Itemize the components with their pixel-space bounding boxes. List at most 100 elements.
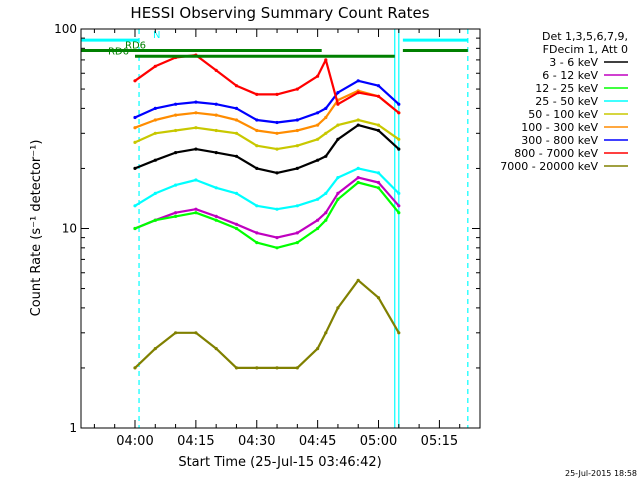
data-point xyxy=(133,140,137,144)
data-point xyxy=(214,151,218,155)
data-point xyxy=(336,306,340,310)
data-point xyxy=(255,231,259,235)
legend-entry-label: 7000 - 20000 keV xyxy=(500,160,598,173)
x-tick-label: 05:15 xyxy=(421,434,458,449)
data-point xyxy=(153,106,157,110)
data-point xyxy=(234,366,239,370)
data-point xyxy=(153,64,157,68)
data-point xyxy=(356,180,360,185)
data-point xyxy=(336,137,340,141)
data-point xyxy=(214,68,218,72)
data-point xyxy=(255,366,259,370)
y-tick-label: 100 xyxy=(54,22,77,36)
y-axis: 1 10 100 xyxy=(54,22,480,435)
x-axis: 04:00 04:15 04:30 04:45 05:00 05:15 xyxy=(93,29,481,449)
legend-header: FDecim 1, Att 0 xyxy=(543,43,628,56)
data-point xyxy=(295,204,299,208)
data-point xyxy=(397,102,401,106)
data-point xyxy=(214,218,218,222)
data-point xyxy=(174,331,178,335)
data-point xyxy=(336,191,340,195)
data-point xyxy=(397,204,401,208)
data-point xyxy=(174,113,178,117)
data-point xyxy=(133,366,137,370)
data-point xyxy=(174,151,178,155)
data-point xyxy=(255,128,259,133)
data-point xyxy=(133,204,137,208)
flag-label: RD6 xyxy=(108,46,129,57)
data-point xyxy=(174,102,178,106)
chart-title: HESSI Observing Summary Count Rates xyxy=(130,4,429,22)
data-point xyxy=(324,58,328,62)
data-point xyxy=(214,214,218,218)
data-point xyxy=(316,111,320,115)
data-point xyxy=(324,115,328,120)
data-point xyxy=(234,131,239,135)
legend: Det 1,3,5,6,7,9,FDecim 1, Att 03 - 6 keV… xyxy=(500,30,628,173)
data-point xyxy=(214,102,218,106)
legend-entry-label: 3 - 6 keV xyxy=(549,56,598,69)
data-point xyxy=(295,87,299,91)
y-tick-label: 10 xyxy=(62,222,77,236)
data-point xyxy=(234,106,239,110)
data-point xyxy=(275,92,279,96)
data-point xyxy=(316,197,320,201)
data-point xyxy=(295,231,299,235)
data-point xyxy=(397,111,401,115)
data-point xyxy=(133,115,137,120)
data-point xyxy=(234,191,239,195)
data-point xyxy=(214,186,218,190)
series-line-8 xyxy=(134,279,400,369)
data-point xyxy=(255,166,259,170)
data-point xyxy=(316,158,320,162)
data-point xyxy=(336,176,340,180)
data-point xyxy=(376,84,381,88)
legend-entry-label: 300 - 800 keV xyxy=(521,134,598,147)
legend-entry-label: 12 - 25 keV xyxy=(535,82,598,95)
data-point xyxy=(234,222,239,226)
data-point xyxy=(324,106,328,110)
data-point xyxy=(255,118,259,122)
flag-label: RD6 xyxy=(125,41,146,52)
data-point xyxy=(194,178,198,182)
series-line-5 xyxy=(134,89,400,135)
data-point xyxy=(295,128,299,133)
data-point xyxy=(397,211,401,215)
y-axis-label: Count Rate (s⁻¹ detector⁻¹) xyxy=(29,140,44,317)
data-point xyxy=(397,331,401,335)
flag-label: N xyxy=(153,30,160,41)
data-point xyxy=(295,118,299,122)
legend-entry-label: 50 - 100 keV xyxy=(528,108,598,121)
data-point xyxy=(275,147,279,151)
data-point xyxy=(295,144,299,148)
x-tick-label: 05:00 xyxy=(360,434,397,449)
data-point xyxy=(153,118,157,122)
data-point xyxy=(194,100,198,104)
data-point xyxy=(376,171,381,175)
y-tick-label: 1 xyxy=(69,421,77,435)
legend-entry-label: 100 - 300 keV xyxy=(521,121,598,134)
data-point xyxy=(133,79,137,83)
data-point xyxy=(214,347,218,351)
data-point xyxy=(324,218,328,222)
data-point xyxy=(275,246,279,250)
data-point xyxy=(356,278,360,282)
data-point xyxy=(316,137,320,141)
footer-timestamp: 25-Jul-2015 18:58 xyxy=(565,469,637,478)
x-tick-label: 04:00 xyxy=(116,434,153,449)
data-point xyxy=(153,347,157,351)
data-point xyxy=(316,218,320,222)
data-point xyxy=(316,123,320,127)
series-line-3 xyxy=(134,167,400,211)
x-tick-label: 04:15 xyxy=(177,434,214,449)
data-point xyxy=(174,214,178,218)
data-point xyxy=(275,366,279,370)
series-line-2 xyxy=(134,181,400,249)
data-point xyxy=(397,147,401,151)
data-point xyxy=(376,128,381,133)
data-point xyxy=(324,131,328,135)
data-point xyxy=(275,131,279,135)
data-point xyxy=(255,241,259,245)
